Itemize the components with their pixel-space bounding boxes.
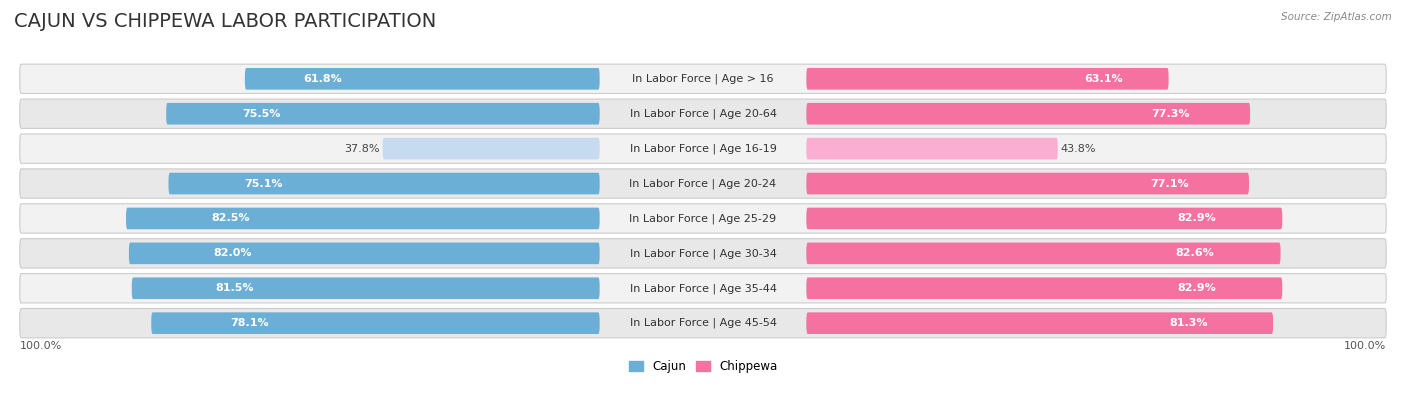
- FancyBboxPatch shape: [20, 134, 1386, 163]
- FancyBboxPatch shape: [20, 204, 1386, 233]
- Text: 63.1%: 63.1%: [1084, 74, 1123, 84]
- Text: 82.6%: 82.6%: [1175, 248, 1215, 258]
- Text: In Labor Force | Age 30-34: In Labor Force | Age 30-34: [630, 248, 776, 259]
- Text: 100.0%: 100.0%: [1344, 341, 1386, 351]
- Text: In Labor Force | Age 20-24: In Labor Force | Age 20-24: [630, 178, 776, 189]
- FancyBboxPatch shape: [807, 138, 1057, 160]
- Text: 81.3%: 81.3%: [1170, 318, 1208, 328]
- Text: 100.0%: 100.0%: [20, 341, 62, 351]
- FancyBboxPatch shape: [20, 64, 1386, 94]
- FancyBboxPatch shape: [129, 243, 599, 264]
- FancyBboxPatch shape: [20, 274, 1386, 303]
- FancyBboxPatch shape: [20, 99, 1386, 128]
- Text: In Labor Force | Age > 16: In Labor Force | Age > 16: [633, 73, 773, 84]
- Text: 61.8%: 61.8%: [304, 74, 342, 84]
- FancyBboxPatch shape: [166, 103, 599, 124]
- Text: 78.1%: 78.1%: [231, 318, 269, 328]
- Text: In Labor Force | Age 20-64: In Labor Force | Age 20-64: [630, 109, 776, 119]
- FancyBboxPatch shape: [20, 239, 1386, 268]
- Text: In Labor Force | Age 25-29: In Labor Force | Age 25-29: [630, 213, 776, 224]
- Legend: Cajun, Chippewa: Cajun, Chippewa: [624, 355, 782, 378]
- FancyBboxPatch shape: [807, 277, 1282, 299]
- Text: 81.5%: 81.5%: [215, 283, 254, 293]
- FancyBboxPatch shape: [245, 68, 599, 90]
- Text: 75.5%: 75.5%: [242, 109, 281, 119]
- Text: In Labor Force | Age 45-54: In Labor Force | Age 45-54: [630, 318, 776, 328]
- Text: CAJUN VS CHIPPEWA LABOR PARTICIPATION: CAJUN VS CHIPPEWA LABOR PARTICIPATION: [14, 12, 436, 31]
- FancyBboxPatch shape: [20, 308, 1386, 338]
- FancyBboxPatch shape: [20, 169, 1386, 198]
- Text: 77.3%: 77.3%: [1152, 109, 1189, 119]
- Text: 75.1%: 75.1%: [245, 179, 283, 188]
- Text: 77.1%: 77.1%: [1150, 179, 1188, 188]
- Text: 82.9%: 82.9%: [1177, 283, 1216, 293]
- FancyBboxPatch shape: [152, 312, 599, 334]
- FancyBboxPatch shape: [169, 173, 599, 194]
- FancyBboxPatch shape: [382, 138, 599, 160]
- FancyBboxPatch shape: [807, 173, 1249, 194]
- Text: 37.8%: 37.8%: [344, 144, 380, 154]
- FancyBboxPatch shape: [807, 103, 1250, 124]
- Text: In Labor Force | Age 16-19: In Labor Force | Age 16-19: [630, 143, 776, 154]
- FancyBboxPatch shape: [132, 277, 599, 299]
- FancyBboxPatch shape: [807, 312, 1272, 334]
- Text: 82.0%: 82.0%: [214, 248, 252, 258]
- FancyBboxPatch shape: [127, 208, 599, 229]
- Text: In Labor Force | Age 35-44: In Labor Force | Age 35-44: [630, 283, 776, 293]
- Text: Source: ZipAtlas.com: Source: ZipAtlas.com: [1281, 12, 1392, 22]
- Text: 82.9%: 82.9%: [1177, 213, 1216, 224]
- FancyBboxPatch shape: [807, 68, 1168, 90]
- Text: 82.5%: 82.5%: [211, 213, 249, 224]
- Text: 43.8%: 43.8%: [1060, 144, 1097, 154]
- FancyBboxPatch shape: [807, 208, 1282, 229]
- FancyBboxPatch shape: [807, 243, 1281, 264]
